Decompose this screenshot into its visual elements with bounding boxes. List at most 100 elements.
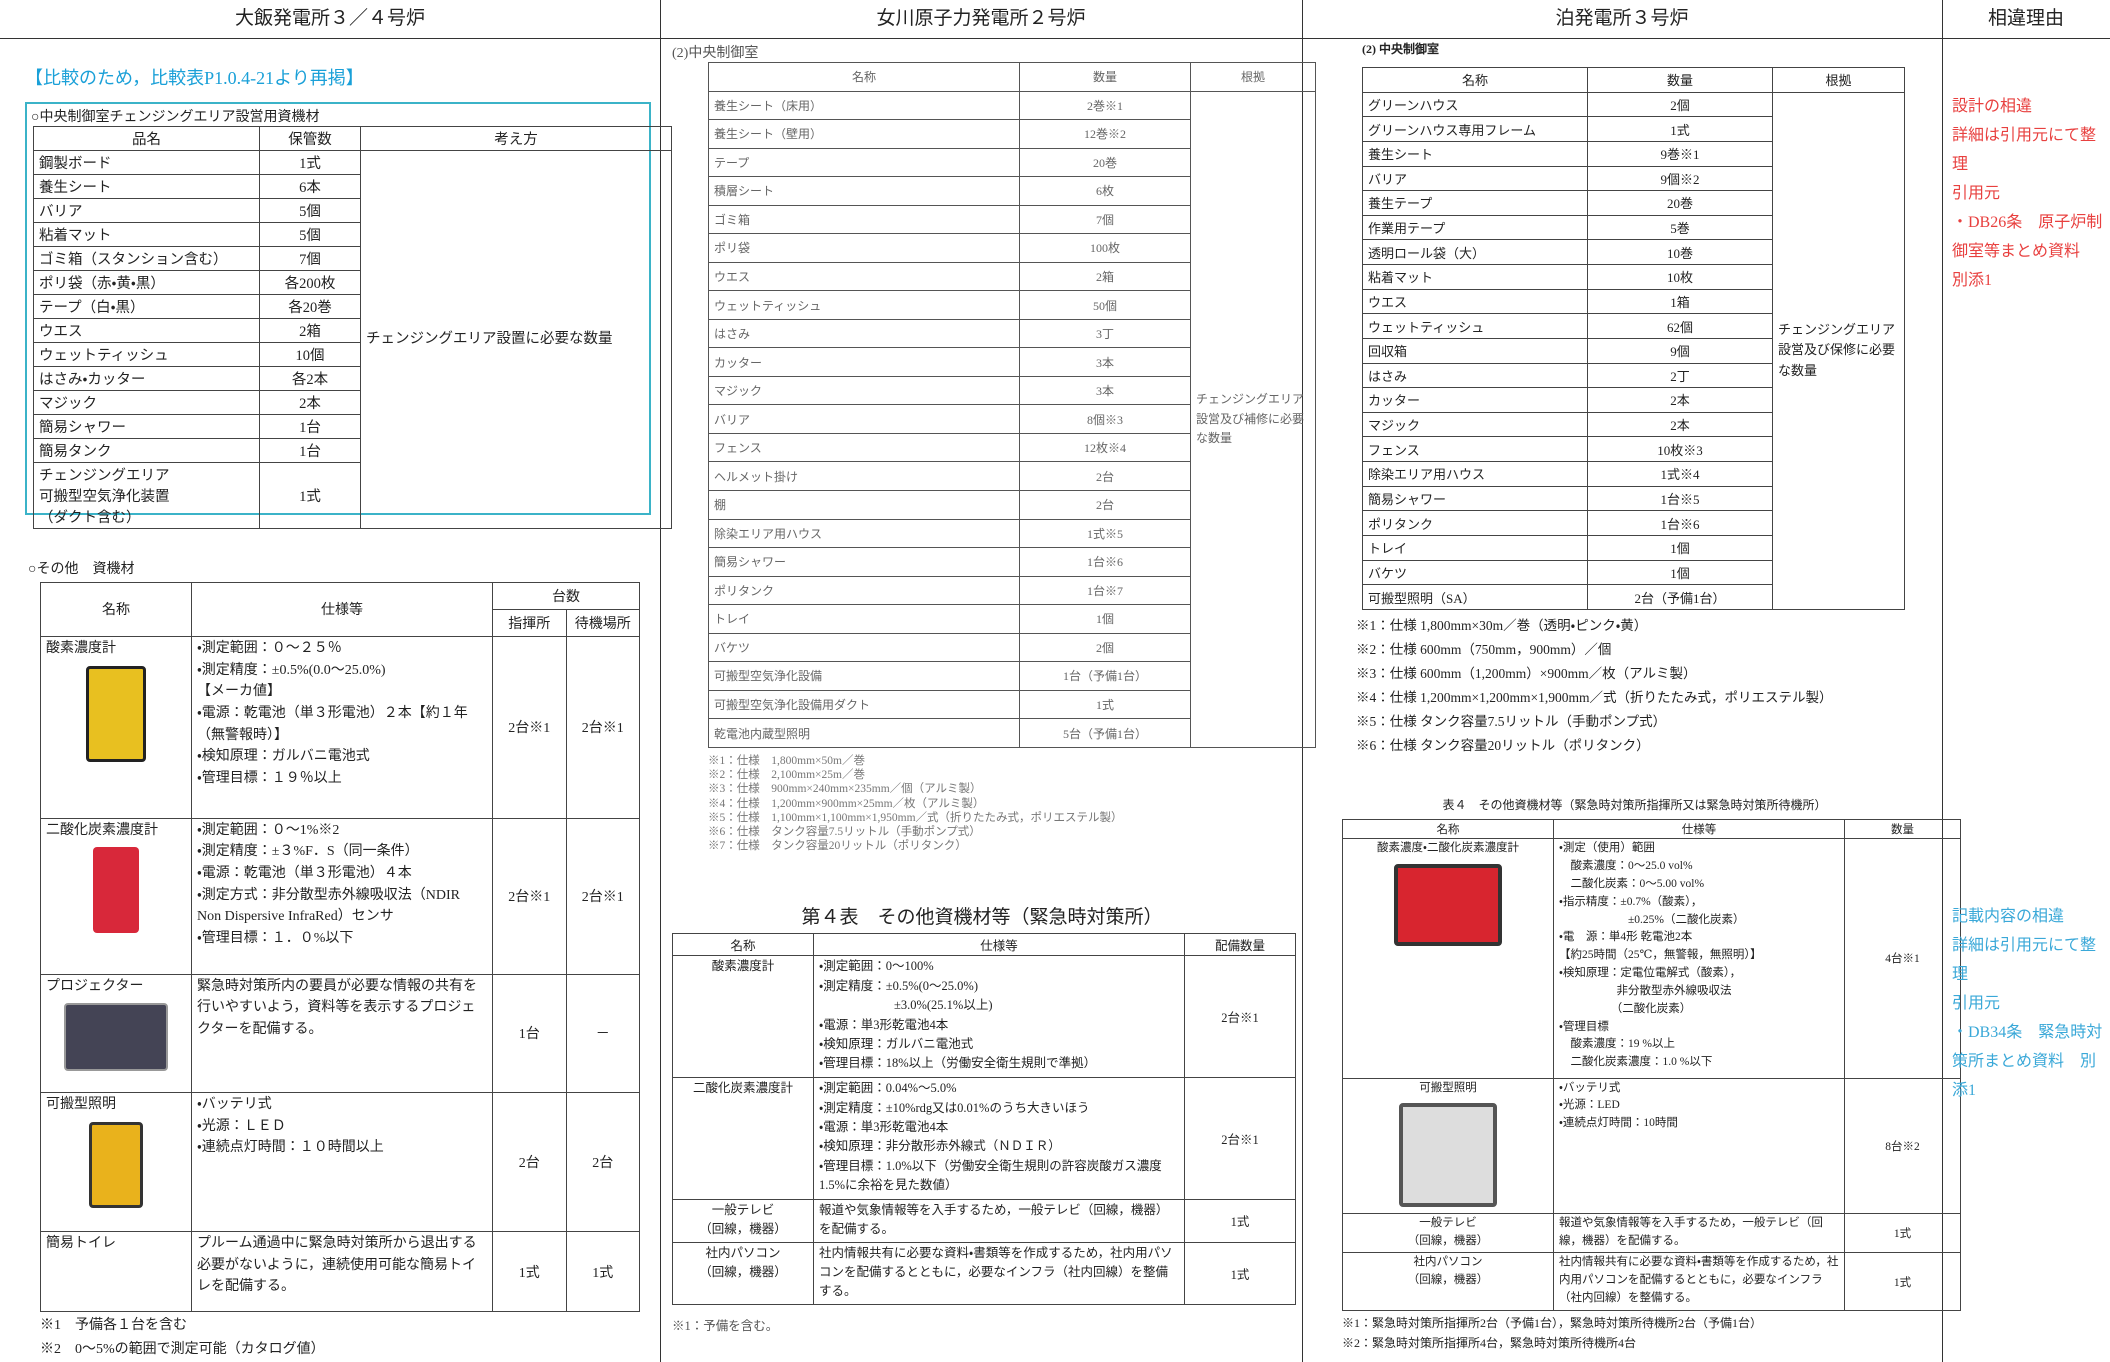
item-name: 粘着マット xyxy=(1362,264,1588,290)
quantity: － xyxy=(565,973,640,1093)
table-row: 粘着マット 5個 xyxy=(33,222,672,247)
text-line: 設計の相違 xyxy=(1952,98,2033,115)
quantity: 1式 xyxy=(1184,1241,1296,1306)
item-name: ウェットティッシュ xyxy=(33,342,260,367)
table-row: 一般テレビ （回線，機器） 報道や気象情報等を入手するため，一般テレビ（回線，機器… xyxy=(672,1198,1296,1243)
table-header: 仕様等 xyxy=(191,582,493,637)
quantity: 1台（予備1台） xyxy=(1019,661,1191,691)
table-row: 社内パソコン （回線，機器） 社内情報共有に必要な資料・書類等を作成するため，社内… xyxy=(1342,1252,1961,1311)
text-line: ・指示精度：±0.7%（酸素）， xyxy=(1559,895,1703,908)
table: 名称 仕様等 配備数量 酸素濃度計 ・測定範囲：0～100% ・測定精度：±0.5%(0～… xyxy=(672,932,1296,1306)
item-name: 簡易シャワー xyxy=(708,547,1020,577)
table-header: 名称 xyxy=(708,62,1020,92)
caption: (2) 中央制御室 xyxy=(1362,42,1439,56)
quantity: 2台 xyxy=(492,1091,567,1233)
quantity: 20巻 xyxy=(1587,190,1773,216)
text-line: ・測定精度：±0.5%(0.0～25.0%) xyxy=(197,662,386,678)
item-name: 簡易シャワー xyxy=(33,414,260,439)
spec: ・バッテリ式 ・光源：ＬＥＤ ・連続点灯時間：１０時間以上 xyxy=(191,1091,493,1233)
item-name: フェンス xyxy=(1362,436,1588,462)
text-line: ※5：仕様 1,100mm×1,100mm×1,950mm／式（折りたたみ式，ポ… xyxy=(708,811,1123,824)
table-row: ポリ袋（赤・黄・黒） 各200枚 xyxy=(33,270,672,295)
table-title: 表４ その他資機材等（緊急時対策所指揮所又は緊急時対策所待機所） xyxy=(1442,798,1827,812)
note: 【比較のため，比較表P1.0.4-21より再掲】 xyxy=(25,68,364,88)
table-row: プロジェクター 緊急時対策所内の要員が必要な情報の共有を行いやすいよう，資料等を表… xyxy=(40,973,640,1093)
table-row: 養生シート（床用） 2巻※1 チェンジングエリア設営及び補修に必要な数量 xyxy=(708,90,1316,749)
quantity: 3本 xyxy=(1019,375,1191,406)
quantity: 1箱 xyxy=(1587,288,1773,315)
item-name: 作業用テープ xyxy=(1362,214,1588,241)
item-name: マジック xyxy=(1362,411,1588,438)
item-name: 簡易トイレ xyxy=(40,1231,192,1312)
text-block: ※1：緊急時対策所指揮所2台（予備1台），緊急時対策所待機所2台（予備1台） ※2… xyxy=(1342,1313,1927,1353)
item-name: 一般テレビ （回線，機器） xyxy=(672,1198,814,1243)
table-row: 二酸化炭素濃度計 ・測定範囲：０～1%※2 ・測定精度：±３%F．S（同一条件） ・電… xyxy=(40,817,640,975)
table-row: ウエス 1箱 xyxy=(1362,288,1905,315)
table-row: 簡易シャワー 1台※6 xyxy=(708,547,1316,577)
table-header: 名称 xyxy=(40,582,192,637)
table-header: 配備数量 xyxy=(1184,932,1296,957)
caption: (2)中央制御室 xyxy=(672,46,759,61)
item-name: ウエス xyxy=(708,261,1020,292)
text-line: ※3：仕様 900mm×240mm×235mm／個（アルミ製） xyxy=(708,783,982,796)
text-line: ・測定範囲：0.04%～5.0% xyxy=(819,1081,957,1096)
table-row: 名称 数量 根拠 xyxy=(1362,67,1905,93)
item-name: ポリタンク xyxy=(708,575,1020,606)
quantity: 4台※1 xyxy=(1844,838,1961,1079)
table-row: 可搬型照明 ・バッテリ式 ・光源：LED ・連続点灯時間：10時間 8台※2 xyxy=(1342,1077,1961,1215)
table-row: 簡易シャワー 1台※5 xyxy=(1362,485,1905,512)
table-header: 品名 xyxy=(33,126,260,151)
table-row: バリア 9個※2 xyxy=(1362,165,1905,192)
quantity: 2台※1 xyxy=(492,635,567,819)
text-block: ※1：仕様 1,800mm×50m／巻 ※2：仕様 2,100mm×25m／巻 ※3… xyxy=(708,754,1282,853)
table-row: フェンス 12枚※4 xyxy=(708,432,1316,463)
quantity: 2丁 xyxy=(1587,362,1773,389)
text-line: 記載内容の相違 xyxy=(1952,908,2065,925)
item-name: 可搬型空気浄化設備 xyxy=(708,661,1020,691)
table-header: 名称 xyxy=(672,932,814,957)
table-row: はさみ 2丁 xyxy=(1362,362,1905,389)
table-row: 名称 数量 根拠 xyxy=(708,62,1316,92)
table-row: 棚 2台 xyxy=(708,489,1316,520)
text-block: 社内情報共有に必要な資料・書類等を作成するため，社内用パソコンを配備するとともに… xyxy=(1559,1254,1839,1307)
text-block: ・測定範囲：0～100% ・測定精度：±0.5%(0～25.0%) ±3.0%(2… xyxy=(819,957,1179,1073)
rationale: チェンジングエリア設営及び保修に必要な数量 xyxy=(1772,91,1905,611)
text-line: 二酸化炭素濃度：1.0 %以下 xyxy=(1559,1056,1713,1069)
table-header: 保管数 xyxy=(259,126,361,151)
item-name: バリア xyxy=(1362,165,1588,192)
quantity: 1式※4 xyxy=(1587,461,1773,487)
quantity: 1式 xyxy=(1019,689,1191,720)
caption: ○その他 資機材 xyxy=(28,562,135,577)
table-row: 酸素濃度計 ・測定範囲：0～100% ・測定精度：±0.5%(0～25.0%) ±3… xyxy=(672,955,1296,1079)
table-row: 乾電池内蔵型照明 5台（予備1台） xyxy=(708,718,1316,748)
quantity: 5台（予備1台） xyxy=(1019,718,1191,748)
item-name: トレイ xyxy=(708,604,1020,634)
table-header: 待機場所 xyxy=(565,608,640,637)
table-row: カッター 3本 xyxy=(708,347,1316,377)
rationale: チェンジングエリア設置に必要な数量 xyxy=(360,150,672,529)
table-row: 可搬型空気浄化設備 1台（予備1台） xyxy=(708,661,1316,691)
item-name: 粘着マット xyxy=(33,222,260,247)
divider xyxy=(660,0,661,1362)
item-name: 回収箱 xyxy=(1362,337,1588,364)
text-line: ※1：仕様 1,800mm×50m／巻 xyxy=(708,755,865,767)
table-header: 数量 xyxy=(1844,818,1961,840)
text-line: ・検知原理：非分散形赤外線式（ＮＤＩＲ） xyxy=(819,1139,1061,1154)
quantity: 62個 xyxy=(1587,313,1773,339)
text-line: ※2：緊急時対策所指揮所4台，緊急時対策所待機所4台 xyxy=(1342,1336,1637,1350)
text-line: ・検知原理：定電位電解式（酸素）， xyxy=(1559,967,1742,980)
table-row: ウェットティッシュ 10個 xyxy=(33,342,672,367)
quantity: 1式 xyxy=(259,462,361,529)
item-name: チェンジングエリア 可搬型空気浄化装置 （ダクト含む） xyxy=(33,462,260,529)
text-line: ・測定精度：±0.5%(0～25.0%) xyxy=(819,978,979,993)
table-row: 可搬型照明 ・バッテリ式 ・光源：ＬＥＤ ・連続点灯時間：１０時間以上 2台 2台 xyxy=(40,1091,640,1233)
text-line: ・DB26条 原子炉制御室等まとめ資料 別添1 xyxy=(1952,214,2103,289)
table-row: 養生シート 9巻※1 xyxy=(1362,140,1905,167)
item-name: 乾電池内蔵型照明 xyxy=(708,718,1020,748)
table: 名称 仕様等 台数 指揮所 待機場所 酸素濃度計 ・測定範囲：０～２５％ ・測定精度：±0.5… xyxy=(40,582,640,1312)
quantity: 1式 xyxy=(1587,116,1773,142)
table-row: トレイ 1個 xyxy=(708,604,1316,634)
text-line: （二酸化炭素） xyxy=(1559,1002,1692,1015)
photo xyxy=(86,665,146,762)
item-name: バリア xyxy=(33,198,260,223)
